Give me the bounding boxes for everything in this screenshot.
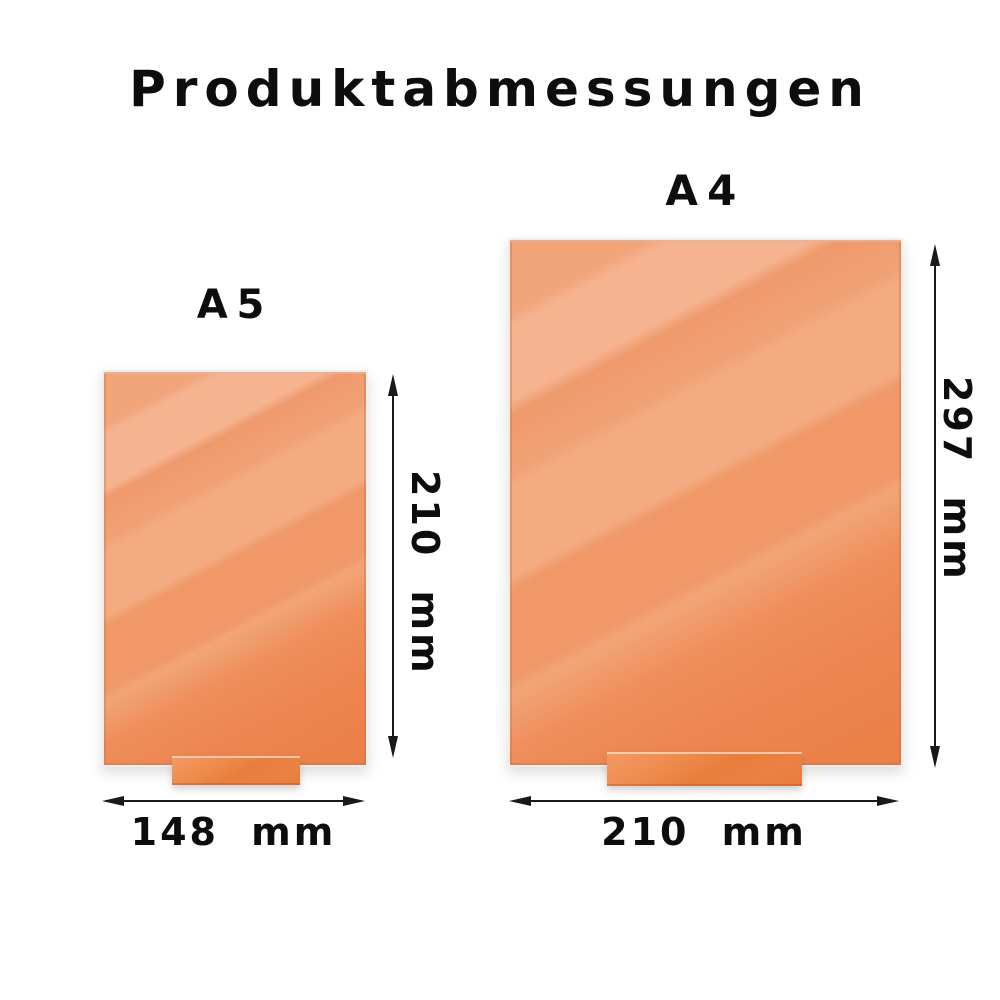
a4-panel-stand [607, 752, 802, 786]
arrow-shaft [934, 266, 936, 746]
arrow-up-icon [388, 374, 398, 396]
page-title: Produktabmessungen [129, 60, 871, 118]
arrow-up-icon [930, 244, 940, 266]
arrow-down-icon [388, 736, 398, 758]
a4-height-value: 297 mm [935, 376, 979, 582]
a4-width-dimension-arrow [509, 795, 899, 807]
a5-height-value: 210 mm [403, 470, 447, 676]
arrow-left-icon [509, 796, 531, 806]
arrow-right-icon [343, 796, 365, 806]
a5-size-label: A5 [196, 282, 274, 328]
a4-height-dimension-arrow [929, 244, 941, 768]
a5-width-dimension-arrow [102, 795, 365, 807]
a4-acrylic-panel [508, 238, 903, 767]
arrow-left-icon [102, 796, 124, 806]
a5-acrylic-panel [102, 370, 368, 767]
a5-height-dimension-arrow [387, 374, 399, 758]
arrow-shaft [392, 396, 394, 736]
a5-width-value: 148 mm [130, 810, 337, 854]
arrow-down-icon [930, 746, 940, 768]
a4-size-label: A4 [665, 166, 746, 215]
arrow-shaft [531, 800, 877, 802]
arrow-shaft [124, 800, 343, 802]
a5-panel-stand [172, 756, 300, 785]
arrow-right-icon [877, 796, 899, 806]
a4-width-value: 210 mm [601, 810, 807, 854]
